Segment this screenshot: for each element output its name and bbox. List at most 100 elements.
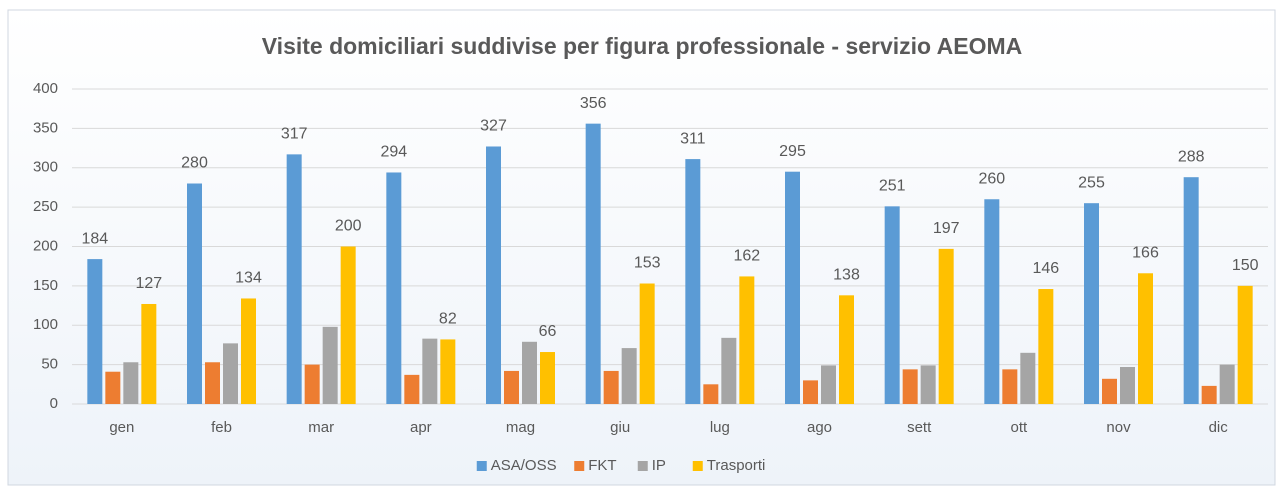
- x-tick-label: sett: [907, 419, 932, 436]
- data-label: 356: [580, 95, 607, 112]
- x-tick-label: dic: [1209, 419, 1229, 436]
- bar: [1102, 378, 1117, 404]
- x-tick-label: feb: [211, 419, 232, 436]
- bar: [839, 295, 854, 404]
- legend-label: FKT: [588, 457, 616, 474]
- bar: [685, 159, 701, 404]
- x-tick-label: ott: [1010, 419, 1028, 436]
- data-label: 134: [235, 270, 262, 287]
- bar: [1201, 385, 1217, 404]
- x-tick-label: apr: [410, 419, 432, 436]
- data-label: 317: [281, 126, 308, 143]
- y-tick-label: 250: [33, 198, 58, 215]
- bar: [785, 171, 800, 404]
- bar: [920, 365, 936, 404]
- bar: [1020, 352, 1036, 404]
- y-tick-label: 50: [41, 356, 58, 373]
- bar: [486, 146, 501, 405]
- y-tick-label: 100: [33, 316, 58, 333]
- data-label: 200: [335, 218, 362, 235]
- bar: [1038, 289, 1054, 404]
- legend-label: Trasporti: [707, 457, 766, 474]
- legend-label: ASA/OSS: [491, 457, 557, 474]
- data-label: 146: [1032, 260, 1059, 277]
- bar: [504, 370, 519, 404]
- bar: [522, 341, 537, 404]
- bar: [540, 352, 555, 404]
- bar: [1138, 273, 1153, 404]
- bar: [187, 183, 202, 404]
- data-label: 82: [439, 311, 457, 328]
- bar: [105, 371, 121, 404]
- bar: [386, 172, 402, 404]
- bar: [1183, 177, 1199, 404]
- data-label: 327: [480, 118, 507, 135]
- data-label: 197: [933, 220, 960, 237]
- data-label: 255: [1078, 174, 1105, 191]
- legend-swatch: [692, 461, 703, 471]
- x-tick-label: ago: [807, 419, 832, 436]
- x-tick-label: mar: [308, 419, 334, 436]
- bar: [621, 348, 637, 404]
- bar: [205, 362, 220, 404]
- legend-swatch: [574, 461, 585, 471]
- bar: [639, 283, 655, 404]
- bar: [703, 384, 719, 404]
- data-label: 294: [380, 144, 407, 161]
- x-tick-label: gen: [109, 419, 134, 436]
- bar: [585, 123, 601, 405]
- data-label: 166: [1132, 244, 1159, 261]
- bar: [1219, 364, 1235, 404]
- bar: [404, 374, 420, 404]
- bar: [902, 369, 918, 404]
- data-label: 295: [779, 143, 806, 160]
- data-label: 251: [879, 178, 906, 195]
- y-tick-label: 150: [33, 277, 58, 294]
- bar: [984, 199, 1000, 404]
- bar: [1120, 366, 1135, 404]
- data-label: 260: [978, 170, 1005, 187]
- data-label: 311: [680, 130, 706, 147]
- bar: [1237, 285, 1253, 404]
- x-tick-label: mag: [506, 419, 535, 436]
- legend-swatch: [476, 461, 487, 471]
- bar: [938, 248, 954, 404]
- bar: [721, 337, 737, 404]
- y-tick-label: 300: [33, 159, 58, 176]
- bar: [123, 362, 139, 404]
- y-tick-label: 400: [33, 80, 58, 97]
- bar: [322, 326, 338, 404]
- y-tick-label: 0: [50, 395, 58, 412]
- bar: [304, 364, 320, 404]
- chart-title: Visite domiciliari suddivise per figura …: [262, 33, 1023, 59]
- bar: [1084, 203, 1099, 404]
- bar: [603, 370, 619, 404]
- legend-swatch: [637, 461, 648, 471]
- y-tick-label: 200: [33, 237, 58, 254]
- x-tick-label: lug: [710, 419, 730, 436]
- bar: [422, 338, 438, 404]
- bar: [739, 276, 755, 404]
- bar: [884, 206, 900, 404]
- x-tick-label: giu: [610, 419, 630, 436]
- legend-label: IP: [652, 457, 666, 474]
- data-label: 280: [181, 155, 208, 172]
- bar: [286, 154, 302, 404]
- bar: [440, 339, 456, 404]
- bar: [223, 343, 238, 404]
- bar: [1002, 369, 1018, 404]
- bar: [87, 259, 103, 404]
- data-label: 66: [539, 323, 557, 340]
- data-label: 138: [833, 267, 860, 284]
- bar: [803, 380, 818, 404]
- bar: [340, 246, 356, 404]
- data-label: 127: [135, 275, 162, 292]
- data-label: 153: [634, 255, 661, 272]
- data-label: 288: [1178, 148, 1205, 165]
- data-label: 162: [733, 248, 760, 265]
- bar: [241, 298, 256, 404]
- data-label: 184: [81, 230, 108, 247]
- y-tick-label: 350: [33, 119, 58, 136]
- bar: [821, 365, 836, 404]
